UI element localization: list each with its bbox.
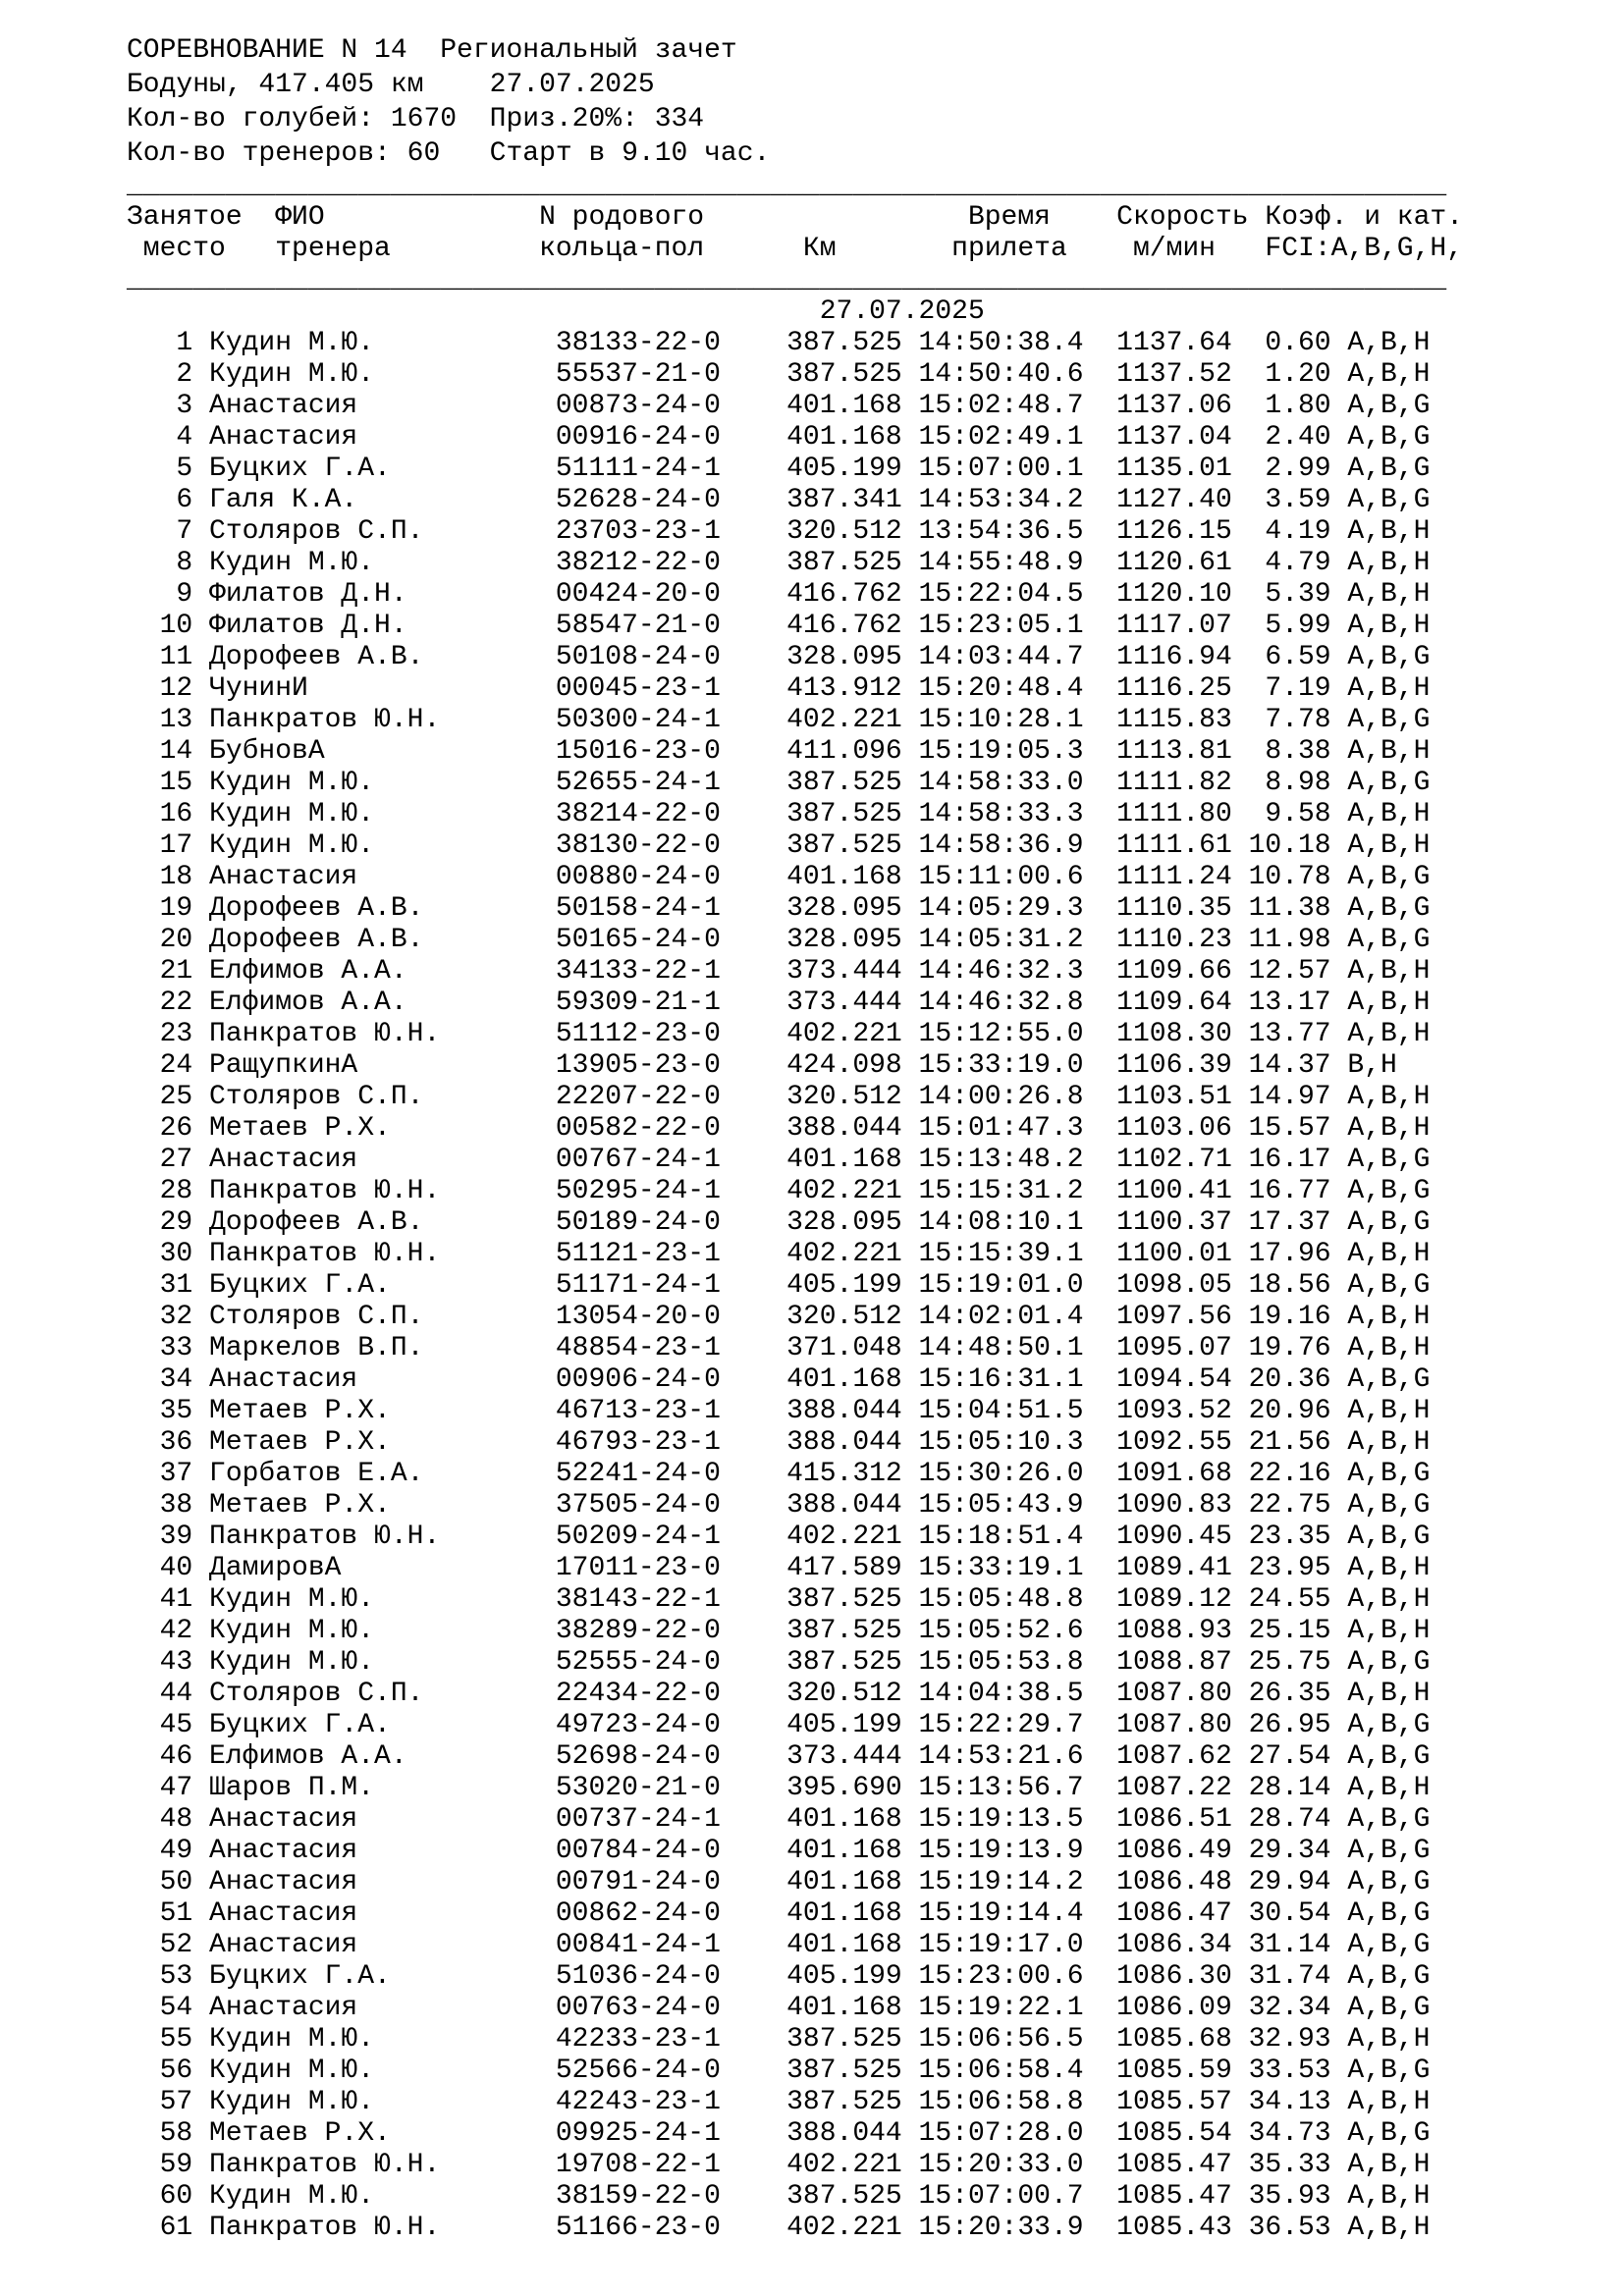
table-row: 49 Анастасия 00784-24-0 401.168 15:19:13… bbox=[127, 1836, 1431, 1866]
table-row: 58 Метаев Р.Х. 09925-24-1 388.044 15:07:… bbox=[127, 2118, 1431, 2149]
table-row: 44 Столяров С.П. 22434-22-0 320.512 14:0… bbox=[127, 1679, 1431, 1709]
table-row: 11 Дорофеев А.В. 50108-24-0 328.095 14:0… bbox=[127, 642, 1431, 672]
table-row: 39 Панкратов Ю.Н. 50209-24-1 402.221 15:… bbox=[127, 1522, 1431, 1552]
doc-title-line-3: Кол-во голубей: 1670 Приз.20%: 334 bbox=[127, 104, 705, 134]
table-row: 50 Анастасия 00791-24-0 401.168 15:19:14… bbox=[127, 1867, 1431, 1897]
table-row: 45 Буцких Г.А. 49723-24-0 405.199 15:22:… bbox=[127, 1710, 1431, 1740]
table-row: 48 Анастасия 00737-24-1 401.168 15:19:13… bbox=[127, 1804, 1431, 1835]
table-row: 30 Панкратов Ю.Н. 51121-23-1 402.221 15:… bbox=[127, 1239, 1431, 1269]
doc-title-line-2: Бодуны, 417.405 км 27.07.2025 bbox=[127, 70, 655, 100]
table-row: 43 Кудин М.Ю. 52555-24-0 387.525 15:05:5… bbox=[127, 1647, 1431, 1678]
table-row: 27 Анастасия 00767-24-1 401.168 15:13:48… bbox=[127, 1145, 1431, 1175]
table-row: 24 РащупкинА 13905-23-0 424.098 15:33:19… bbox=[127, 1050, 1397, 1081]
table-row: 2 Кудин М.Ю. 55537-21-0 387.525 14:50:40… bbox=[127, 359, 1431, 390]
table-row: 37 Горбатов Е.А. 52241-24-0 415.312 15:3… bbox=[127, 1459, 1431, 1489]
table-row: 38 Метаев Р.Х. 37505-24-0 388.044 15:05:… bbox=[127, 1490, 1431, 1521]
table-row: 7 Столяров С.П. 23703-23-1 320.512 13:54… bbox=[127, 516, 1431, 547]
table-row: 26 Метаев Р.Х. 00582-22-0 388.044 15:01:… bbox=[127, 1113, 1431, 1144]
table-row: 10 Филатов Д.Н. 58547-21-0 416.762 15:23… bbox=[127, 611, 1431, 641]
table-row: 23 Панкратов Ю.Н. 51112-23-0 402.221 15:… bbox=[127, 1019, 1431, 1049]
table-row: 6 Галя К.А. 52628-24-0 387.341 14:53:34.… bbox=[127, 485, 1431, 515]
table-row: 60 Кудин М.Ю. 38159-22-0 387.525 15:07:0… bbox=[127, 2181, 1431, 2212]
table-row: 5 Буцких Г.А. 51111-24-1 405.199 15:07:0… bbox=[127, 454, 1431, 484]
table-row: 40 ДамировА 17011-23-0 417.589 15:33:19.… bbox=[127, 1553, 1431, 1583]
table-row: 51 Анастасия 00862-24-0 401.168 15:19:14… bbox=[127, 1898, 1431, 1929]
table-row: 33 Маркелов В.П. 48854-23-1 371.048 14:4… bbox=[127, 1333, 1431, 1363]
table-row: 1 Кудин М.Ю. 38133-22-0 387.525 14:50:38… bbox=[127, 328, 1431, 358]
table-row: 19 Дорофеев А.В. 50158-24-1 328.095 14:0… bbox=[127, 893, 1431, 924]
table-header-row-1: Занятое ФИО N родового Время Скорость Ко… bbox=[127, 202, 1464, 233]
table-row: 32 Столяров С.П. 13054-20-0 320.512 14:0… bbox=[127, 1302, 1431, 1332]
table-row: 18 Анастасия 00880-24-0 401.168 15:11:00… bbox=[127, 862, 1431, 892]
table-row: 25 Столяров С.П. 22207-22-0 320.512 14:0… bbox=[127, 1082, 1431, 1112]
table-date-row: 27.07.2025 bbox=[127, 296, 985, 327]
table-row: 13 Панкратов Ю.Н. 50300-24-1 402.221 15:… bbox=[127, 705, 1431, 735]
table-row: 41 Кудин М.Ю. 38143-22-1 387.525 15:05:4… bbox=[127, 1584, 1431, 1615]
table-row: 55 Кудин М.Ю. 42233-23-1 387.525 15:06:5… bbox=[127, 2024, 1431, 2055]
table-header-row-2: место тренера кольца-пол Км прилета м/ми… bbox=[127, 234, 1464, 264]
table-body: 1 Кудин М.Ю. 38133-22-0 387.525 14:50:38… bbox=[127, 328, 1624, 2244]
table-row: 20 Дорофеев А.В. 50165-24-0 328.095 14:0… bbox=[127, 925, 1431, 955]
table-row: 31 Буцких Г.А. 51171-24-1 405.199 15:19:… bbox=[127, 1270, 1431, 1301]
table-row: 52 Анастасия 00841-24-1 401.168 15:19:17… bbox=[127, 1930, 1431, 1960]
table-row: 57 Кудин М.Ю. 42243-23-1 387.525 15:06:5… bbox=[127, 2087, 1431, 2117]
table-row: 53 Буцких Г.А. 51036-24-0 405.199 15:23:… bbox=[127, 1961, 1431, 1992]
table-row: 16 Кудин М.Ю. 38214-22-0 387.525 14:58:3… bbox=[127, 799, 1431, 829]
table-row: 34 Анастасия 00906-24-0 401.168 15:16:31… bbox=[127, 1364, 1431, 1395]
table-row: 22 Елфимов А.А. 59309-21-1 373.444 14:46… bbox=[127, 988, 1431, 1018]
table-row: 17 Кудин М.Ю. 38130-22-0 387.525 14:58:3… bbox=[127, 830, 1431, 861]
table-rule-bottom: ________________________________________… bbox=[127, 265, 1447, 295]
doc-title-line-1: СОРЕВНОВАНИЕ N 14 Региональный зачет bbox=[127, 35, 737, 66]
table-row: 35 Метаев Р.Х. 46713-23-1 388.044 15:04:… bbox=[127, 1396, 1431, 1426]
table-row: 42 Кудин М.Ю. 38289-22-0 387.525 15:05:5… bbox=[127, 1616, 1431, 1646]
table-row: 28 Панкратов Ю.Н. 50295-24-1 402.221 15:… bbox=[127, 1176, 1431, 1206]
table-row: 47 Шаров П.М. 53020-21-0 395.690 15:13:5… bbox=[127, 1773, 1431, 1803]
table-row: 15 Кудин М.Ю. 52655-24-1 387.525 14:58:3… bbox=[127, 768, 1431, 798]
table-row: 36 Метаев Р.Х. 46793-23-1 388.044 15:05:… bbox=[127, 1427, 1431, 1458]
table-row: 14 БубновА 15016-23-0 411.096 15:19:05.3… bbox=[127, 736, 1431, 767]
table-row: 29 Дорофеев А.В. 50189-24-0 328.095 14:0… bbox=[127, 1207, 1431, 1238]
table-row: 9 Филатов Д.Н. 00424-20-0 416.762 15:22:… bbox=[127, 579, 1431, 610]
table-row: 46 Елфимов А.А. 52698-24-0 373.444 14:53… bbox=[127, 1741, 1431, 1772]
table-row: 12 ЧунинИ 00045-23-1 413.912 15:20:48.4 … bbox=[127, 673, 1431, 704]
table-row: 59 Панкратов Ю.Н. 19708-22-1 402.221 15:… bbox=[127, 2150, 1431, 2180]
table-row: 8 Кудин М.Ю. 38212-22-0 387.525 14:55:48… bbox=[127, 548, 1431, 578]
table-row: 54 Анастасия 00763-24-0 401.168 15:19:22… bbox=[127, 1993, 1431, 2023]
table-row: 4 Анастасия 00916-24-0 401.168 15:02:49.… bbox=[127, 422, 1431, 453]
table-row: 3 Анастасия 00873-24-0 401.168 15:02:48.… bbox=[127, 391, 1431, 421]
doc-title-line-4: Кол-во тренеров: 60 Старт в 9.10 час. bbox=[127, 138, 771, 169]
table-rule-top: ________________________________________… bbox=[127, 171, 1447, 201]
table-row: 21 Елфимов А.А. 34133-22-1 373.444 14:46… bbox=[127, 956, 1431, 987]
table-row: 56 Кудин М.Ю. 52566-24-0 387.525 15:06:5… bbox=[127, 2056, 1431, 2086]
table-row: 61 Панкратов Ю.Н. 51166-23-0 402.221 15:… bbox=[127, 2213, 1431, 2243]
